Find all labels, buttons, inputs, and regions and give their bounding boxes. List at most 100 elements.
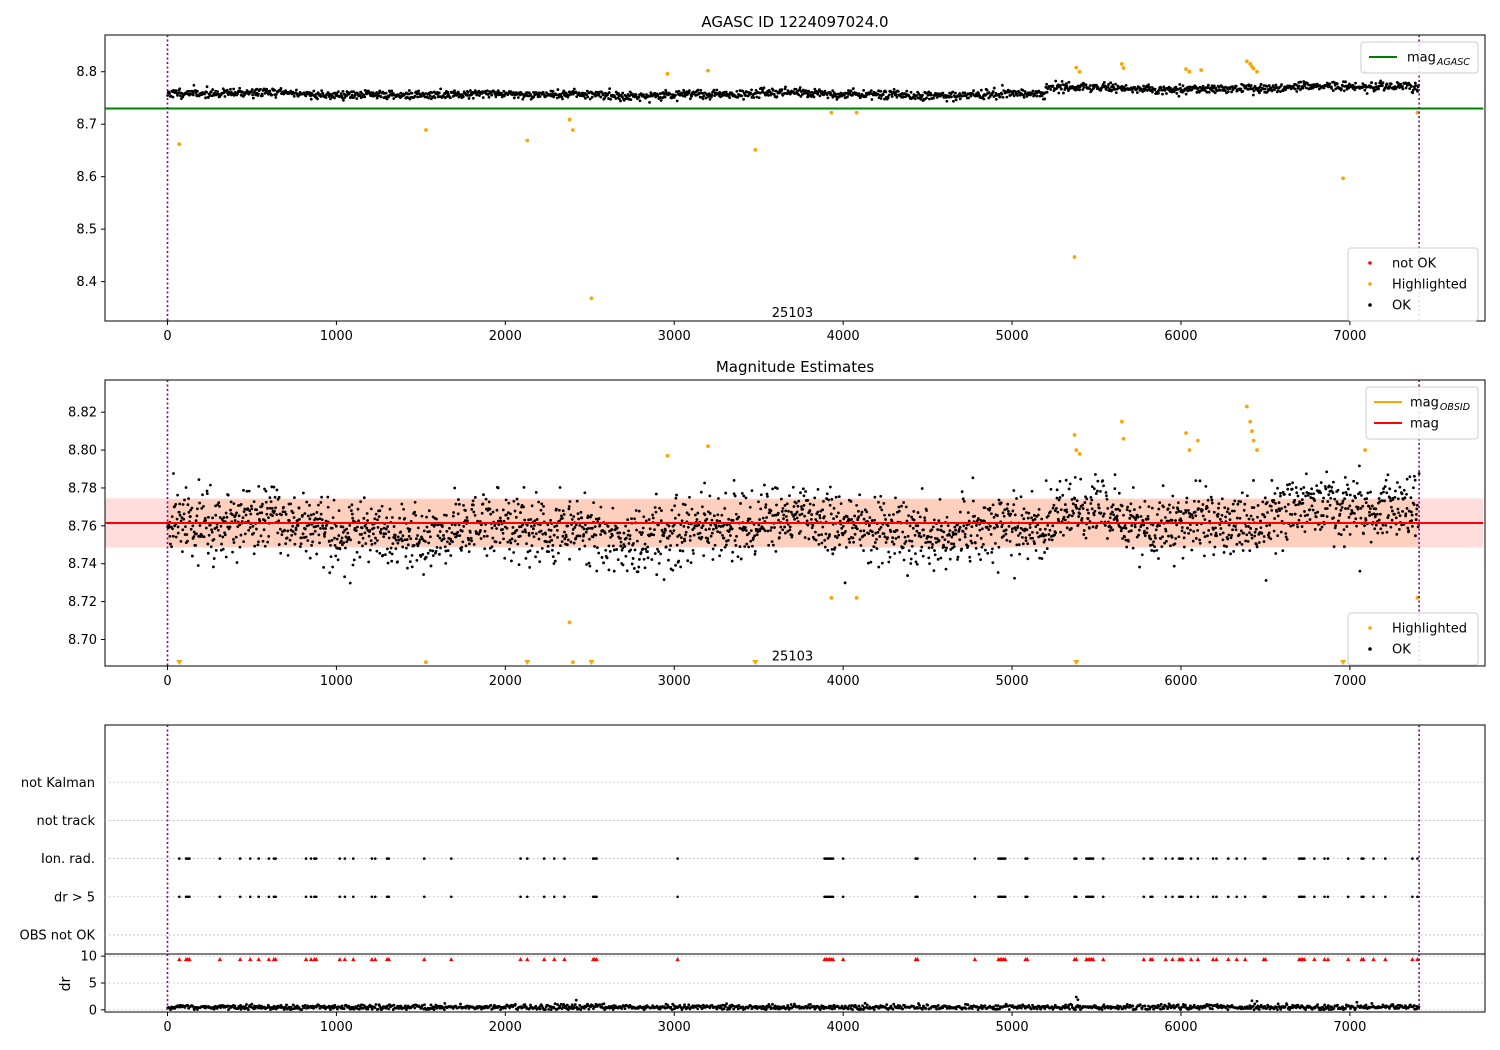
ok-point [963,91,967,95]
ok-point [1245,84,1249,88]
ok-point [1276,89,1280,93]
legend-dot-swatch [1368,282,1372,286]
ok-point [807,537,811,541]
ok-point [1087,511,1090,515]
ok-point [946,524,950,528]
ok-point [919,549,923,553]
ok-point [189,515,192,518]
ok-point [547,528,551,532]
ok-point [1347,515,1351,519]
ok-point [398,516,401,520]
ok-point [996,525,999,529]
ok-point [860,510,864,514]
x-tick-label: 2000 [489,1020,522,1035]
ok-point [513,509,517,513]
ok-point [257,540,260,544]
ok-point [1358,464,1361,468]
ok-point [970,541,974,545]
ok-point [1240,542,1244,546]
ok-point [554,93,558,97]
ok-point [285,536,289,540]
ok-point [578,524,582,527]
ok-point [710,518,714,522]
ok-point [279,551,283,555]
ok-point [245,489,249,493]
ok-point [262,528,266,532]
ok-point [465,93,469,97]
ok-point [545,540,548,544]
ok-point [709,534,713,538]
ok-point [218,534,222,538]
ok-point [386,561,390,565]
ok-point [778,531,782,535]
ok-point [450,531,454,535]
ok-point [301,532,305,536]
ok-point [717,524,721,528]
ok-point [1346,507,1350,510]
ok-point [742,97,745,101]
ok-point [1133,525,1137,529]
ok-point [783,504,787,507]
ok-point [1273,492,1277,495]
ok-point [1073,497,1077,501]
ok-point [472,510,476,514]
ok-point [799,529,803,533]
y-tick-label: 8.7 [76,118,97,133]
ok-point [314,525,318,528]
ok-point [1037,507,1041,511]
legend-label-subscript: OBSID [1440,402,1470,413]
ok-point [316,524,320,528]
ok-point [758,518,761,521]
ok-point [897,535,900,539]
ok-point [670,508,674,512]
ok-point [586,514,590,518]
ok-point [787,509,790,513]
ok-point [557,551,560,555]
ok-point [709,523,713,527]
ok-point [708,512,712,515]
ok-point [958,97,962,101]
ok-point [516,502,520,506]
ok-point [305,500,309,504]
panel-1-title: AGASC ID 1224097024.0 [701,13,888,31]
ok-point [1266,511,1269,514]
ok-point [187,497,190,501]
ok-point [998,95,1002,99]
ok-point [634,93,638,97]
dr-point [257,1004,261,1008]
ok-point [689,561,693,565]
ok-point [721,534,724,537]
ok-point [725,523,729,527]
ok-point [1120,527,1124,530]
ok-point [1015,497,1018,500]
ok-point [1383,499,1386,503]
highlighted-point [1074,65,1079,70]
flag-point [676,895,679,899]
ok-point [333,543,337,547]
ok-point [1352,511,1356,515]
ok-point [1377,518,1381,522]
ok-point [878,528,881,531]
ok-point [678,533,681,537]
ok-point [1081,503,1085,507]
ok-point [745,90,749,94]
ok-point [1032,540,1036,543]
ok-point [720,548,723,552]
legend-box [1347,612,1479,666]
ok-point [444,561,448,565]
ok-point [255,527,258,531]
ok-point [748,517,752,521]
ok-point [321,524,325,528]
offscale-marker [1073,660,1080,665]
ok-point [1165,92,1168,95]
ok-point [1212,527,1215,531]
ok-point [457,498,460,501]
ok-point [704,96,708,100]
ok-point [738,545,742,549]
ok-point [845,515,849,518]
ok-point [509,512,512,516]
ok-point [1331,89,1335,93]
ok-point [1203,535,1207,539]
flag-point [542,895,546,899]
ok-point [1247,525,1251,528]
